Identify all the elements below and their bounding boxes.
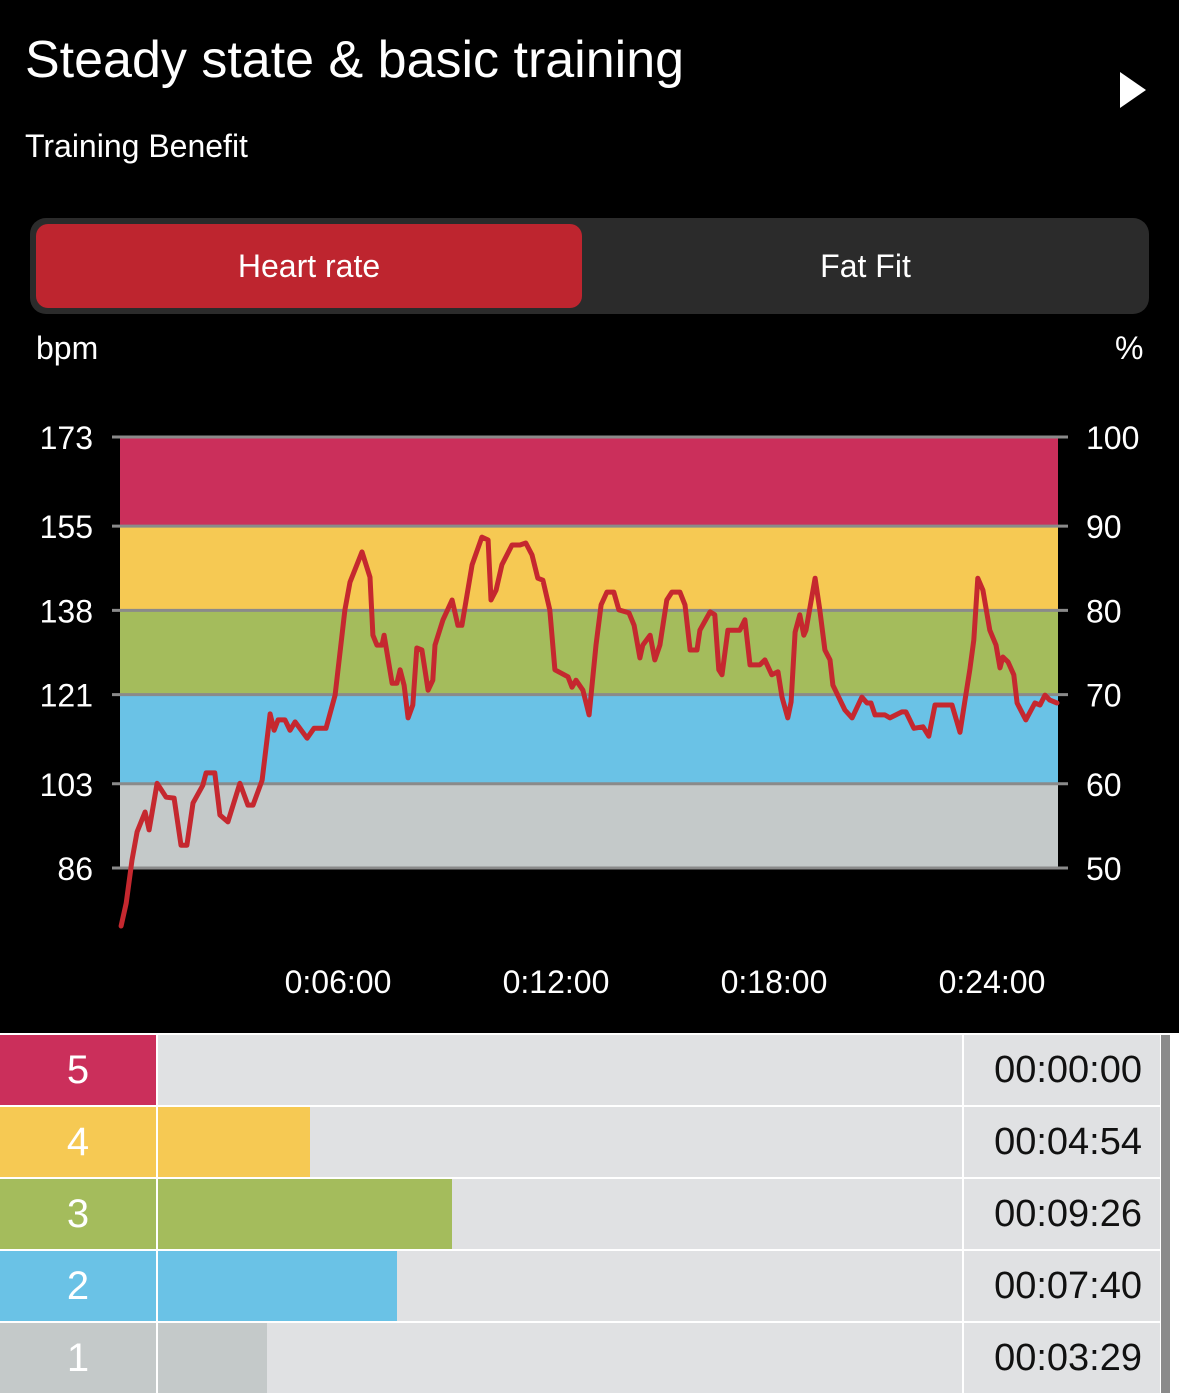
right-tick-label: 90: [1086, 509, 1122, 545]
chart-mode-toggle: Heart rate Fat Fit: [30, 218, 1149, 314]
zone-row-1: 1 00:03:29: [0, 1323, 1160, 1393]
play-triangle-icon[interactable]: [1120, 72, 1146, 108]
heart-rate-line: [118, 534, 1060, 929]
scrollbar[interactable]: [1161, 1035, 1170, 1393]
zone-time-bar: [158, 1251, 962, 1321]
zone-time-bar-fill: [158, 1323, 267, 1393]
left-tick-label: 86: [57, 851, 93, 887]
zone-number: 2: [0, 1251, 156, 1321]
zone-row-2: 2 00:07:40: [0, 1251, 1160, 1321]
zone-time-bar: [158, 1179, 962, 1249]
zone-time-value: 00:09:26: [964, 1179, 1160, 1249]
zone-band-4: [120, 526, 1058, 611]
right-tick-label: 50: [1086, 851, 1122, 887]
zone-time-table: 5 00:00:00 4 00:04:54 3 00:09:26 2 00:07:40…: [0, 1033, 1179, 1393]
right-tick-label: 100: [1086, 420, 1139, 456]
x-tick-label: 0:06:00: [285, 964, 392, 1000]
heart-rate-chart: 173 100 155 90 138 80 121 70 103 60 86 50 0:06:00 0:1…: [40, 420, 1140, 1000]
left-tick-label: 103: [40, 767, 93, 803]
zone-time-value: 00:07:40: [964, 1251, 1160, 1321]
zone-time-bar: [158, 1323, 962, 1393]
zone-number: 4: [0, 1107, 156, 1177]
right-tick-label: 70: [1086, 678, 1122, 714]
left-tick-label: 138: [40, 593, 93, 629]
zone-row-3: 3 00:09:26: [0, 1179, 1160, 1249]
zone-time-value: 00:00:00: [964, 1035, 1160, 1105]
left-tick-label: 155: [40, 509, 93, 545]
zone-band-5: [120, 437, 1058, 527]
zone-time-bar: [158, 1107, 962, 1177]
zone-time-bar-fill: [158, 1179, 453, 1249]
x-tick-label: 0:12:00: [503, 964, 610, 1000]
zone-band-3: [120, 610, 1058, 695]
x-tick-label: 0:18:00: [721, 964, 828, 1000]
left-tick-label: 173: [40, 420, 93, 456]
zone-time-bar: [158, 1035, 962, 1105]
zone-number: 5: [0, 1035, 156, 1105]
zone-row-4: 4 00:04:54: [0, 1107, 1160, 1177]
zone-time-value: 00:04:54: [964, 1107, 1160, 1177]
zone-time-bar-fill: [158, 1251, 397, 1321]
zone-time-bar-fill: [158, 1107, 310, 1177]
tab-heart-rate[interactable]: Heart rate: [36, 224, 582, 308]
zone-number: 3: [0, 1179, 156, 1249]
left-tick-label: 121: [40, 678, 93, 714]
tab-fat-fit[interactable]: Fat Fit: [820, 247, 911, 284]
zone-number: 1: [0, 1323, 156, 1393]
left-axis-unit: bpm: [36, 330, 99, 366]
zone-row-5: 5 00:00:00: [0, 1035, 1160, 1105]
page-subtitle: Training Benefit: [25, 128, 248, 164]
right-tick-label: 80: [1086, 593, 1122, 629]
page-title: Steady state & basic training: [25, 31, 685, 89]
right-axis-unit: %: [1115, 330, 1144, 366]
zone-band-1: [120, 783, 1058, 868]
right-tick-label: 60: [1086, 767, 1122, 803]
x-tick-label: 0:24:00: [939, 964, 1046, 1000]
zone-time-value: 00:03:29: [964, 1323, 1160, 1393]
